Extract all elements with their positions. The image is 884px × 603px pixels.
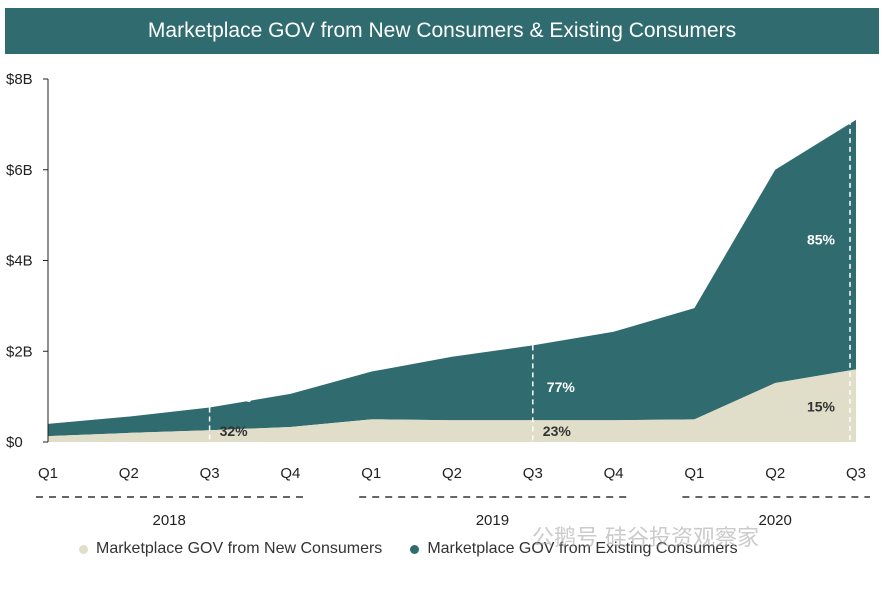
- y-tick-label: $6B: [6, 162, 33, 179]
- area-chart: $0 $2B $4B $6B $8B Q1 Q2 Q3 Q4 Q1 Q2 Q3 Q4 Q1 Q2 Q3 2018…: [6, 71, 870, 529]
- existing-share-label: 68%: [224, 389, 253, 405]
- y-tick-label: $2B: [6, 343, 33, 360]
- x-tick-label: Q2: [119, 465, 139, 482]
- y-tick-label: $4B: [6, 253, 33, 270]
- year-label: 2018: [153, 512, 186, 529]
- x-tick-label: Q1: [38, 465, 58, 482]
- year-label: 2019: [476, 512, 509, 529]
- legend-label-new: Marketplace GOV from New Consumers: [96, 540, 383, 557]
- year-label: 2020: [759, 512, 792, 529]
- x-tick-label: Q2: [765, 465, 785, 482]
- x-tick-label: Q3: [200, 465, 220, 482]
- y-tick-label: $8B: [6, 71, 33, 88]
- x-tick-label: Q2: [442, 465, 462, 482]
- legend-swatch-existing: [410, 544, 420, 554]
- legend-label-existing: Marketplace GOV from Existing Consumers: [427, 540, 738, 557]
- x-tick-label: Q3: [846, 465, 866, 482]
- chart-title: Marketplace GOV from New Consumers & Exi…: [147, 19, 737, 42]
- legend-swatch-new: [79, 544, 88, 554]
- y-tick-label: $0: [6, 434, 23, 451]
- legend: Marketplace GOV from New Consumers Marke…: [79, 540, 738, 558]
- legend-item-new: Marketplace GOV from New Consumers: [79, 540, 382, 558]
- new-share-label: 15%: [807, 399, 836, 415]
- existing-share-label: 85%: [807, 232, 836, 248]
- x-tick-label: Q1: [684, 465, 704, 482]
- new-consumers-area: [48, 369, 856, 442]
- x-tick-label: Q4: [280, 465, 300, 482]
- legend-item-existing: Marketplace GOV from Existing Consumers: [410, 540, 738, 558]
- chart-title-bar: Marketplace GOV from New Consumers & Exi…: [5, 8, 879, 54]
- x-tick-label: Q1: [361, 465, 381, 482]
- existing-share-label: 77%: [547, 379, 576, 395]
- new-share-label: 32%: [220, 423, 249, 439]
- existing-consumers-area: [48, 119, 856, 437]
- x-tick-label: Q4: [604, 465, 624, 482]
- watermark: 公鹅号 硅谷投资观察家: [532, 526, 759, 551]
- new-share-label: 23%: [543, 423, 572, 439]
- x-tick-label: Q3: [523, 465, 543, 482]
